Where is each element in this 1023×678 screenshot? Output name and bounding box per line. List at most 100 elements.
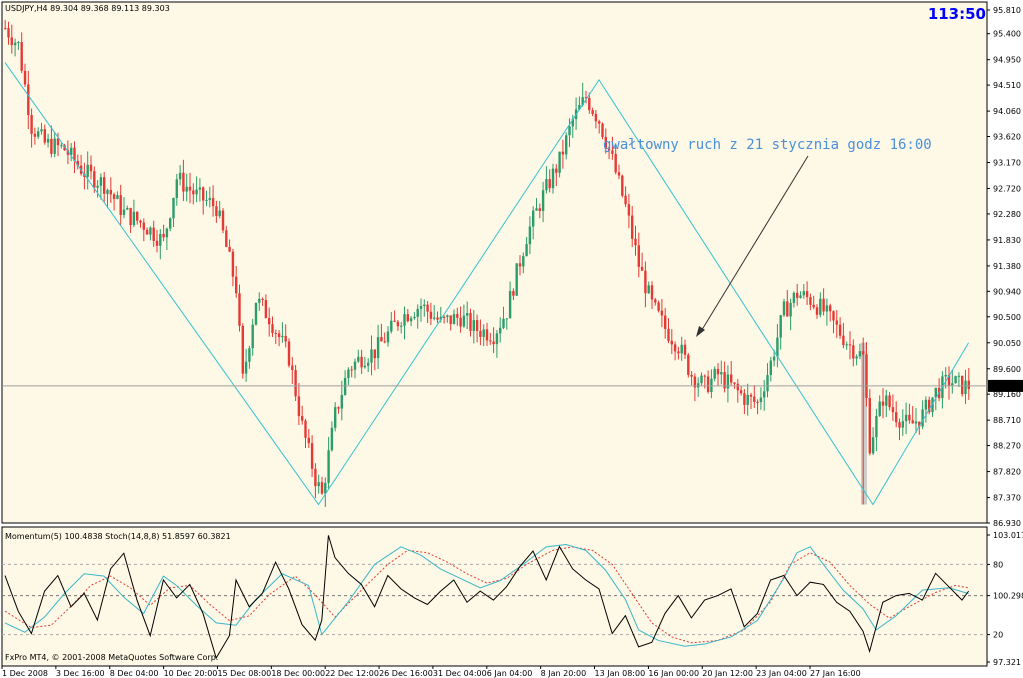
chart-header: USDJPY,H4 89.304 89.368 89.113 89.303 [5,4,170,13]
candle-body [650,285,654,300]
indicator-tick-label: 20 [993,631,1003,640]
candle-body [802,291,805,296]
candle-body [805,291,809,298]
current-price-label: 89.303 [991,382,1019,391]
candle-body [885,395,888,406]
candle-body [730,374,733,383]
candle-body [535,208,538,211]
candle-body [871,437,875,454]
candle-body [584,97,588,99]
candle-body [281,335,284,338]
candle-body [251,324,254,349]
candle-body [832,311,835,321]
candle-body [63,145,66,151]
candle-body [657,302,660,311]
candle-body [396,321,400,327]
candle-body [386,331,390,343]
candle-body [60,145,63,147]
time-tick-label: 26 Dec 16:00 [379,669,433,678]
candle-body [376,337,380,359]
candle-body [175,179,178,198]
candle-body [337,407,340,409]
candle-body [898,422,901,428]
candle-body [931,397,934,413]
candle-body [268,318,271,325]
candle-body [320,482,324,494]
candle-body [578,105,581,110]
candle-body [743,393,746,405]
candle-body [192,190,195,195]
candle-body [334,407,337,428]
candle-body [604,136,607,149]
price-tick-label: 87.370 [993,494,1021,503]
candle-body [284,335,287,342]
indicator-tick-label: 103.0177 [993,531,1023,540]
indicator-pane[interactable] [1,526,988,667]
candle-body [274,333,277,335]
candle-body [129,208,132,226]
candle-body [723,372,726,389]
time-tick-label: 15 Dec 08:00 [217,669,271,678]
candle-body [475,320,479,332]
candle-body [541,190,545,212]
candle-body [103,177,106,194]
candle-body [812,304,815,308]
candle-body [99,177,103,186]
candle-body [634,238,637,246]
candle-body [462,315,466,327]
price-tick-label: 94.060 [993,107,1021,116]
candle-body [637,245,640,267]
candle-body [746,394,749,405]
candle-body [297,396,301,417]
candle-body [786,301,789,317]
price-tick-label: 86.930 [993,519,1021,528]
time-tick-label: 20 Jan 12:00 [702,669,753,678]
candle-body [294,370,297,397]
candle-body [512,291,515,296]
time-tick-label: 8 Dec 04:00 [110,669,159,678]
candle-body [489,340,492,342]
clock: 113:50 [928,5,986,23]
candle-body [868,397,871,454]
candle-body [37,131,40,137]
candle-body [373,349,376,359]
candle-body [492,341,495,345]
candle-body [918,421,921,427]
candle-body [136,211,139,221]
candle-body [779,315,782,338]
candle-body [733,382,736,384]
annotation-arrowhead [696,326,705,337]
candle-body [446,315,449,317]
candle-body [317,482,320,487]
candle-body [875,415,878,438]
candle-body [677,351,680,354]
candle-body [172,197,175,219]
candle-body [238,293,241,326]
candle-body [403,314,406,326]
candle-body [360,356,363,368]
candle-body [495,333,499,345]
candle-body [433,317,436,319]
candle-body [271,324,274,334]
time-tick-label: 3 Dec 16:00 [56,669,105,678]
price-tick-label: 91.380 [993,262,1021,271]
candle-body [766,375,769,392]
candle-body [310,443,314,469]
candle-body [822,298,825,312]
price-tick-label: 89.600 [993,365,1021,374]
candle-body [314,468,317,487]
candle-body [957,375,961,377]
candle-body [390,320,393,332]
candle-body [208,198,211,201]
candle-body [617,172,621,176]
candle-body [518,263,522,267]
price-pane[interactable] [1,1,988,524]
candle-body [858,351,862,357]
candle-body [122,209,126,215]
candle-body [198,187,202,190]
candle-body [116,195,119,199]
candle-body [673,344,677,352]
candle-body [697,383,700,388]
candle-body [479,331,482,337]
